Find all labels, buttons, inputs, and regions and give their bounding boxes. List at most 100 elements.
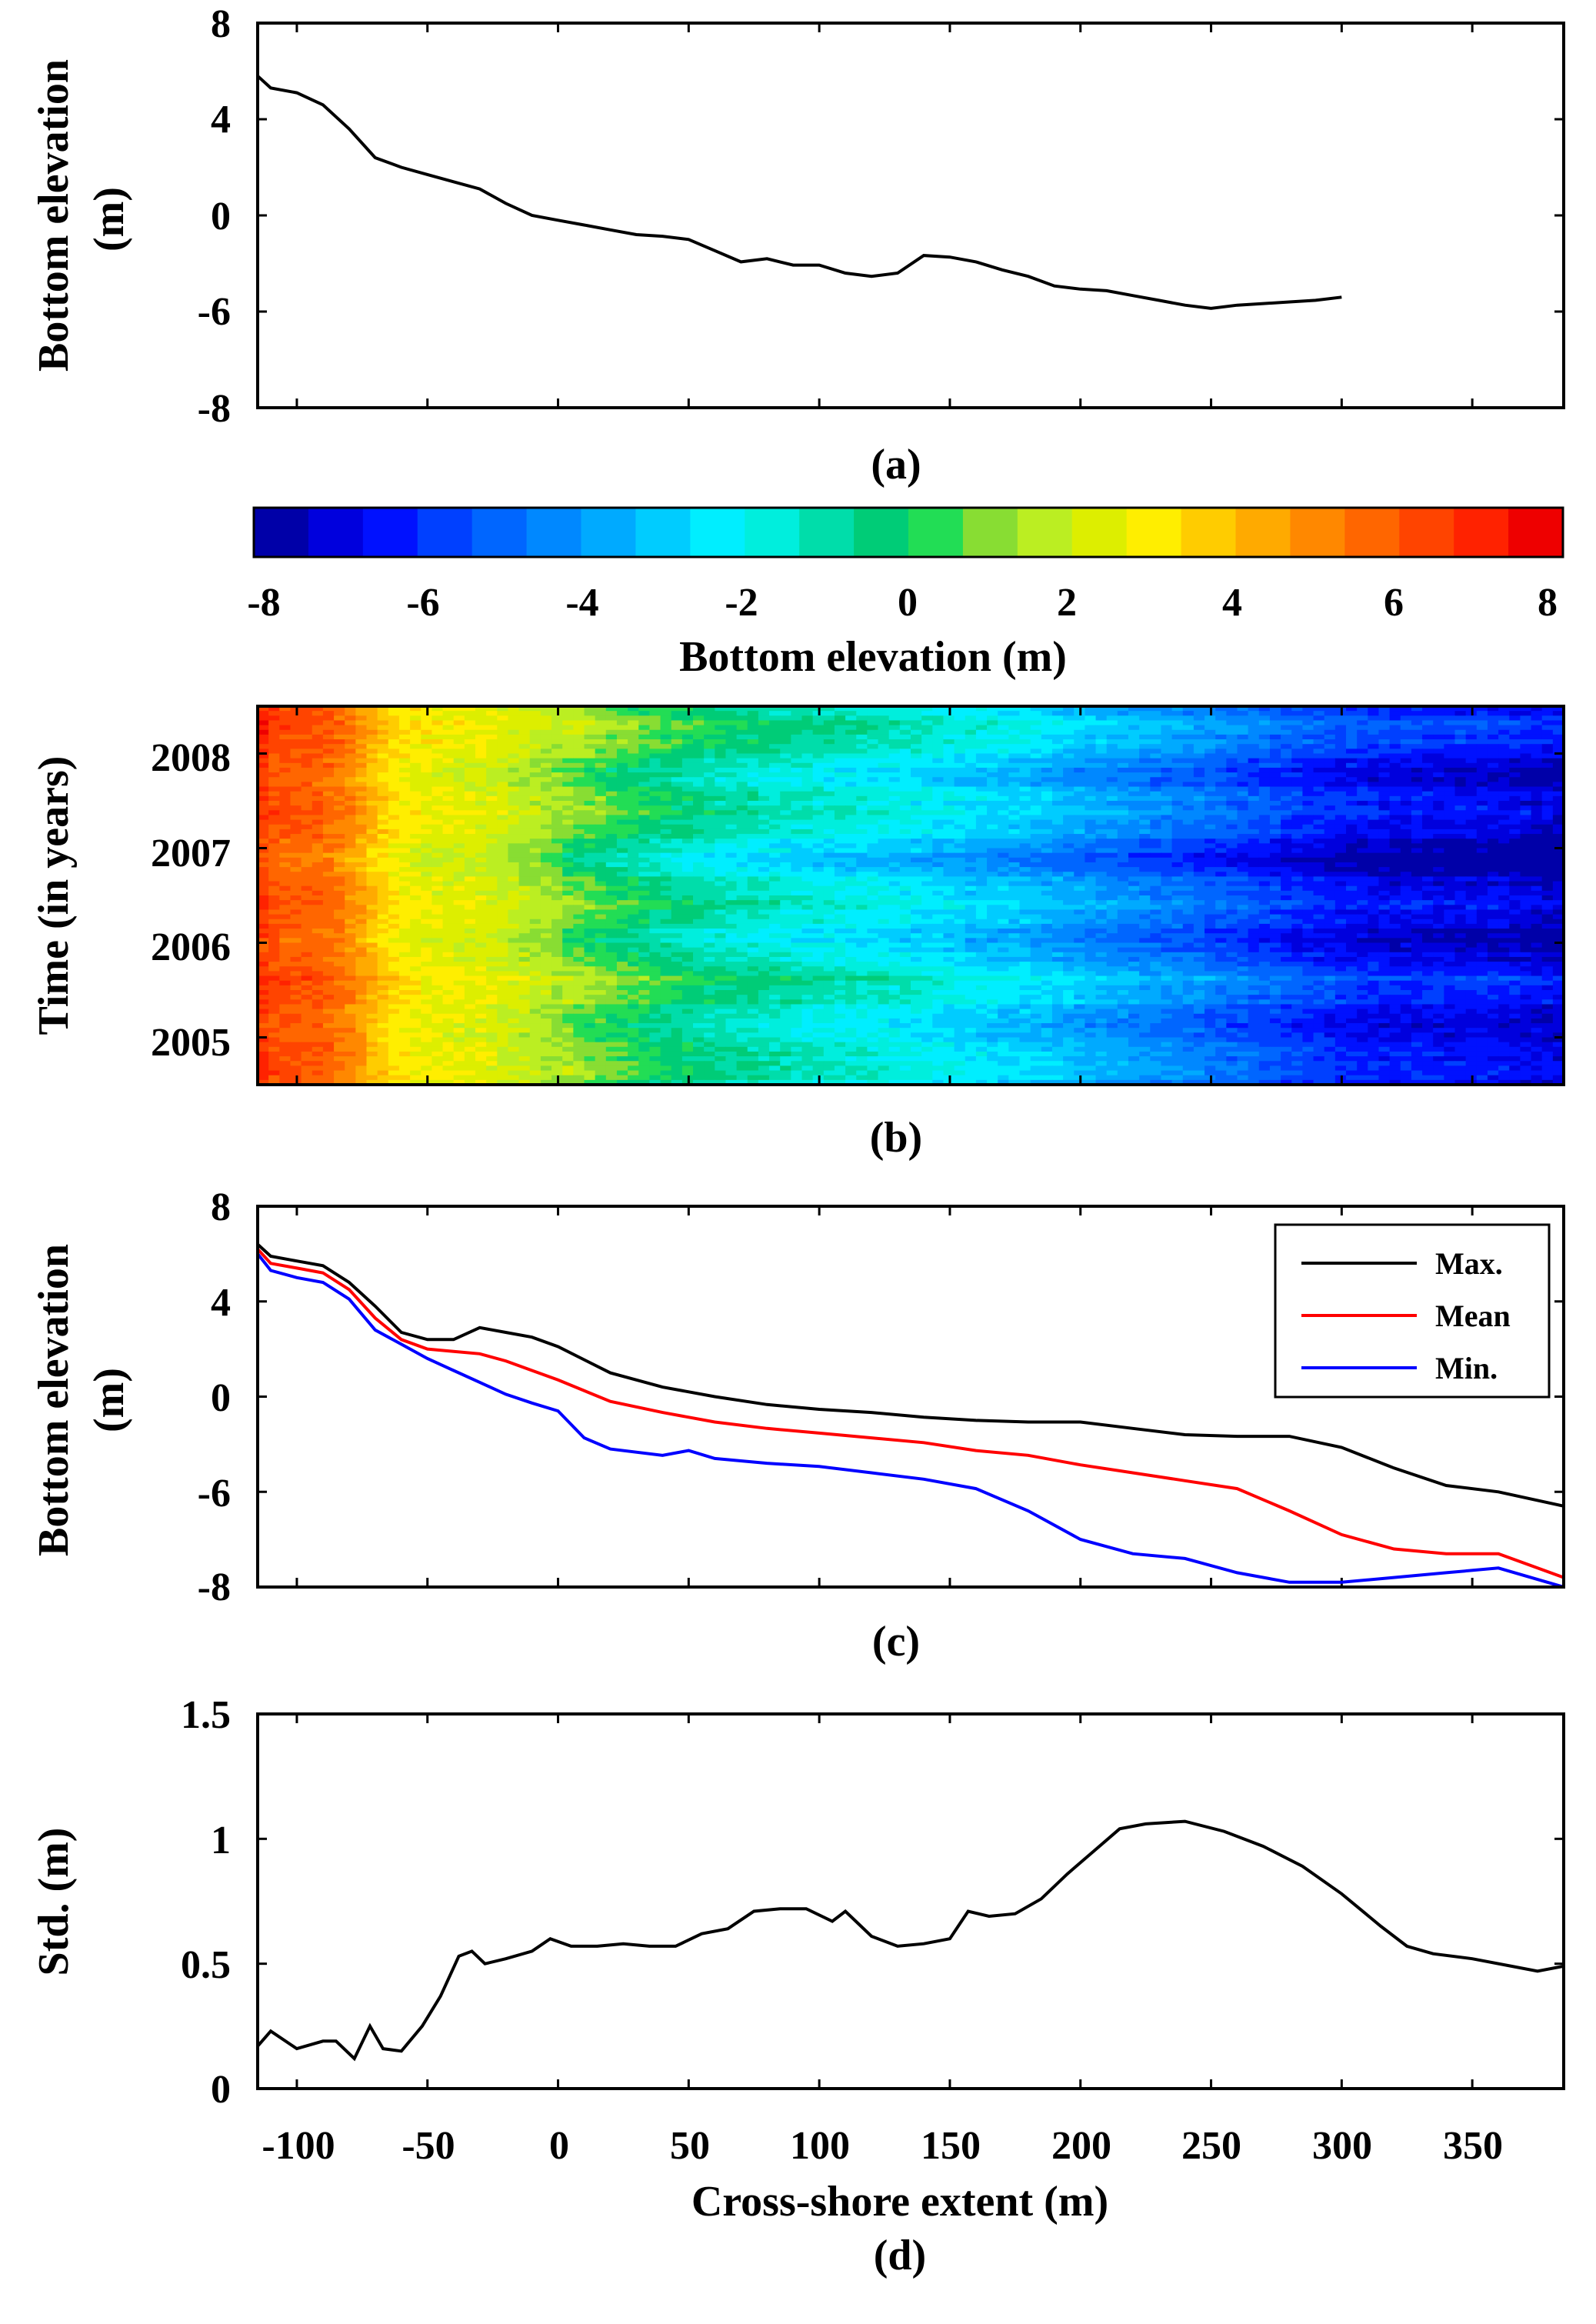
- heatmap-cell: [1008, 739, 1021, 745]
- heatmap-cell: [1400, 824, 1412, 830]
- heatmap-cell: [1368, 843, 1380, 849]
- heatmap-cell: [1291, 848, 1303, 854]
- heatmap-cell: [715, 711, 727, 716]
- heatmap-cell: [551, 734, 563, 740]
- heatmap-cell: [540, 852, 552, 859]
- heatmap-cell: [943, 890, 955, 896]
- heatmap-cell: [1117, 810, 1129, 816]
- heatmap-cell: [475, 810, 487, 816]
- heatmap-cell: [911, 834, 922, 839]
- heatmap-cell: [464, 744, 476, 749]
- heatmap-cell: [595, 786, 607, 792]
- heatmap-cell: [987, 782, 998, 788]
- heatmap-cell: [1063, 777, 1075, 782]
- heatmap-cell: [573, 890, 585, 896]
- heatmap-cell: [823, 749, 835, 755]
- heatmap-cell: [1030, 872, 1042, 877]
- heatmap-cell: [431, 801, 444, 806]
- heatmap-cell: [1313, 739, 1325, 745]
- heatmap-cell: [998, 762, 1009, 769]
- heatmap-cell: [943, 786, 955, 792]
- heatmap-cell: [888, 767, 901, 773]
- heatmap-cell: [856, 815, 868, 821]
- heatmap-cell: [258, 815, 269, 821]
- heatmap-cell: [1085, 852, 1097, 859]
- heatmap-cell: [410, 848, 421, 854]
- heatmap-cell: [932, 890, 945, 896]
- heatmap-cell: [911, 824, 922, 830]
- heatmap-cell: [410, 749, 421, 755]
- heatmap-cell: [649, 885, 661, 892]
- heatmap-cell: [998, 772, 1009, 778]
- heatmap-cell: [1378, 791, 1391, 797]
- heatmap-cell: [345, 791, 356, 797]
- heatmap-cell: [518, 786, 531, 792]
- heatmap-cell: [1454, 744, 1467, 749]
- heatmap-cell: [529, 890, 541, 896]
- heatmap-cell: [943, 839, 955, 844]
- heatmap-cell: [812, 729, 825, 735]
- heatmap-cell: [1248, 848, 1260, 854]
- heatmap-cell: [845, 758, 857, 764]
- heatmap-cell: [660, 824, 672, 830]
- heatmap-cell: [878, 834, 890, 839]
- heatmap-cell: [975, 711, 988, 716]
- heatmap-cell: [649, 829, 661, 835]
- heatmap-cell: [1552, 711, 1564, 716]
- colorbar-block: [690, 508, 745, 557]
- heatmap-cell: [290, 895, 302, 901]
- panel-a-ticks: [258, 22, 1564, 409]
- heatmap-cell: [1368, 876, 1380, 882]
- heatmap-cell: [1269, 815, 1281, 821]
- heatmap-cell: [1182, 857, 1195, 863]
- heatmap-cell: [943, 749, 955, 755]
- heatmap-cell: [1128, 857, 1140, 863]
- heatmap-cell: [1085, 706, 1097, 712]
- heatmap-cell: [1008, 711, 1021, 716]
- heatmap-cell: [1019, 834, 1031, 839]
- heatmap-cell: [551, 786, 563, 792]
- heatmap-cell: [1346, 810, 1358, 816]
- heatmap-cell: [736, 881, 748, 887]
- heatmap-cell: [1476, 729, 1488, 735]
- heatmap-cell: [1324, 885, 1336, 892]
- heatmap-cell: [1313, 839, 1325, 844]
- heatmap-cell: [1302, 829, 1314, 835]
- heatmap-cell: [1324, 772, 1336, 778]
- heatmap-cell: [421, 843, 432, 849]
- heatmap-cell: [921, 729, 933, 735]
- heatmap-cell: [1281, 895, 1292, 901]
- heatmap-cell: [715, 782, 727, 788]
- heatmap-cell: [290, 843, 302, 849]
- heatmap-cell: [1281, 857, 1292, 863]
- heatmap-cell: [1411, 777, 1423, 782]
- heatmap-cell: [355, 852, 368, 859]
- heatmap-cell: [1520, 715, 1532, 722]
- heatmap-cell: [1051, 753, 1064, 759]
- heatmap-cell: [464, 706, 476, 712]
- heatmap-cell: [1248, 720, 1260, 726]
- heatmap-cell: [1476, 839, 1488, 844]
- heatmap-cell: [1095, 772, 1108, 778]
- heatmap-cell: [322, 895, 335, 901]
- heatmap-cell: [747, 843, 759, 849]
- heatmap-cell: [258, 881, 269, 887]
- heatmap-cell: [671, 862, 683, 868]
- heatmap-cell: [1041, 739, 1053, 745]
- heatmap-cell: [1095, 744, 1108, 749]
- heatmap-cell: [1117, 819, 1129, 825]
- heatmap-cell: [322, 791, 335, 797]
- heatmap-cell: [1193, 805, 1205, 811]
- heatmap-cell: [573, 885, 585, 892]
- heatmap-cell: [421, 729, 432, 735]
- heatmap-cell: [1258, 749, 1271, 755]
- heatmap-cell: [878, 862, 890, 868]
- heatmap-cell: [551, 791, 563, 797]
- heatmap-cell: [388, 801, 400, 806]
- heatmap-cell: [1531, 767, 1543, 773]
- heatmap-cell: [1128, 729, 1140, 735]
- heatmap-cell: [1258, 862, 1271, 868]
- heatmap-cell: [1487, 715, 1499, 722]
- heatmap-cell: [540, 810, 552, 816]
- colorbar-block: [1508, 508, 1564, 557]
